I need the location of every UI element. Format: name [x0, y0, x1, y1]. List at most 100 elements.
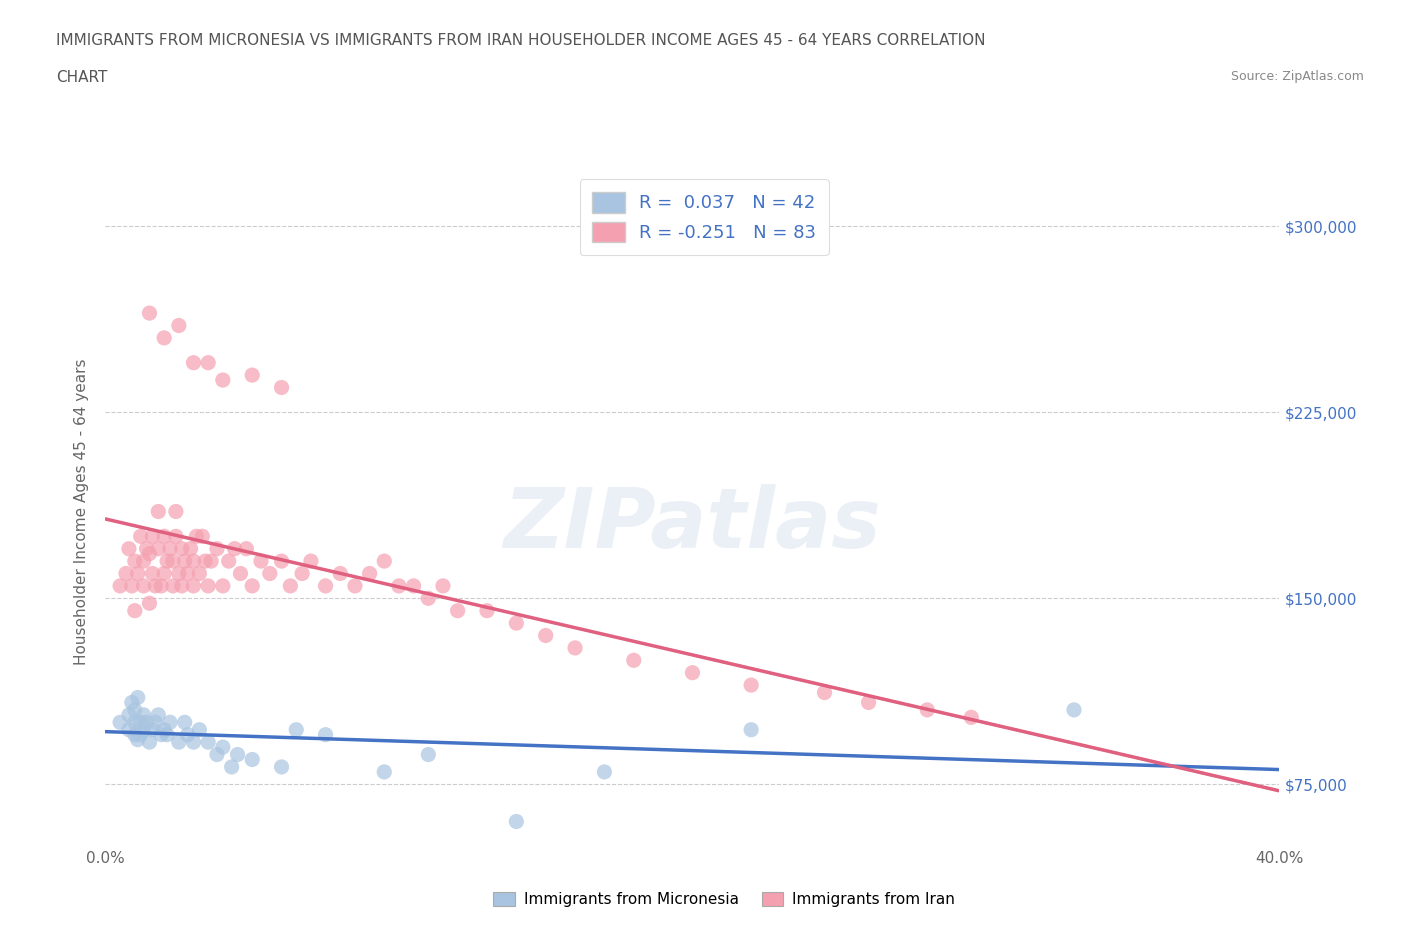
Point	[917, 702, 939, 717]
Point	[446, 604, 468, 618]
Point	[418, 747, 440, 762]
Point	[373, 553, 395, 568]
Point	[108, 715, 131, 730]
Point	[205, 541, 228, 556]
Text: Source: ZipAtlas.com: Source: ZipAtlas.com	[1230, 70, 1364, 83]
Point	[291, 566, 314, 581]
Point	[388, 578, 411, 593]
Point	[505, 814, 527, 829]
Point	[240, 367, 263, 382]
Point	[211, 373, 233, 388]
Point	[127, 690, 149, 705]
Point	[221, 760, 243, 775]
Point	[127, 566, 149, 581]
Point	[118, 708, 141, 723]
Point	[153, 566, 176, 581]
Point	[564, 641, 586, 656]
Point	[211, 578, 233, 593]
Point	[153, 529, 176, 544]
Point	[270, 760, 292, 775]
Point	[162, 578, 184, 593]
Point	[153, 723, 176, 737]
Point	[138, 546, 160, 561]
Point	[270, 380, 292, 395]
Point	[156, 553, 179, 568]
Point	[143, 715, 166, 730]
Point	[402, 578, 425, 593]
Point	[159, 715, 181, 730]
Point	[124, 727, 146, 742]
Point	[197, 578, 219, 593]
Point	[315, 578, 337, 593]
Point	[740, 678, 762, 693]
Point	[593, 764, 616, 779]
Point	[115, 566, 138, 581]
Point	[138, 306, 160, 321]
Point	[165, 504, 187, 519]
Point	[129, 727, 152, 742]
Point	[121, 695, 143, 710]
Point	[183, 553, 205, 568]
Point	[197, 355, 219, 370]
Point	[418, 591, 440, 605]
Point	[150, 578, 173, 593]
Point	[127, 732, 149, 747]
Point	[132, 553, 155, 568]
Point	[343, 578, 366, 593]
Point	[165, 529, 187, 544]
Point	[129, 715, 152, 730]
Point	[197, 735, 219, 750]
Point	[188, 566, 211, 581]
Point	[141, 566, 163, 581]
Point	[270, 553, 292, 568]
Point	[200, 553, 222, 568]
Point	[194, 553, 217, 568]
Point	[183, 355, 205, 370]
Legend: Immigrants from Micronesia, Immigrants from Iran: Immigrants from Micronesia, Immigrants f…	[486, 885, 962, 913]
Point	[180, 541, 202, 556]
Point	[250, 553, 273, 568]
Point	[205, 747, 228, 762]
Point	[153, 330, 176, 345]
Point	[108, 578, 131, 593]
Point	[132, 723, 155, 737]
Point	[135, 541, 157, 556]
Point	[315, 727, 337, 742]
Point	[183, 735, 205, 750]
Point	[623, 653, 645, 668]
Point	[148, 504, 170, 519]
Point	[186, 529, 208, 544]
Point	[240, 578, 263, 593]
Point	[740, 723, 762, 737]
Point	[156, 727, 179, 742]
Point	[1063, 702, 1085, 717]
Point	[229, 566, 252, 581]
Point	[432, 578, 454, 593]
Point	[132, 578, 155, 593]
Point	[534, 628, 557, 643]
Point	[475, 604, 498, 618]
Point	[118, 541, 141, 556]
Point	[167, 735, 190, 750]
Point	[240, 752, 263, 767]
Point	[373, 764, 395, 779]
Point	[129, 529, 152, 544]
Point	[173, 553, 195, 568]
Text: ZIPatlas: ZIPatlas	[503, 485, 882, 565]
Legend: R =  0.037   N = 42, R = -0.251   N = 83: R = 0.037 N = 42, R = -0.251 N = 83	[579, 179, 828, 255]
Point	[167, 566, 190, 581]
Point	[218, 553, 240, 568]
Point	[150, 727, 173, 742]
Point	[138, 735, 160, 750]
Point	[124, 604, 146, 618]
Point	[138, 596, 160, 611]
Point	[143, 578, 166, 593]
Point	[280, 578, 302, 593]
Point	[162, 553, 184, 568]
Text: IMMIGRANTS FROM MICRONESIA VS IMMIGRANTS FROM IRAN HOUSEHOLDER INCOME AGES 45 - : IMMIGRANTS FROM MICRONESIA VS IMMIGRANTS…	[56, 33, 986, 47]
Point	[170, 578, 193, 593]
Point	[141, 529, 163, 544]
Point	[121, 578, 143, 593]
Point	[858, 695, 880, 710]
Point	[124, 715, 146, 730]
